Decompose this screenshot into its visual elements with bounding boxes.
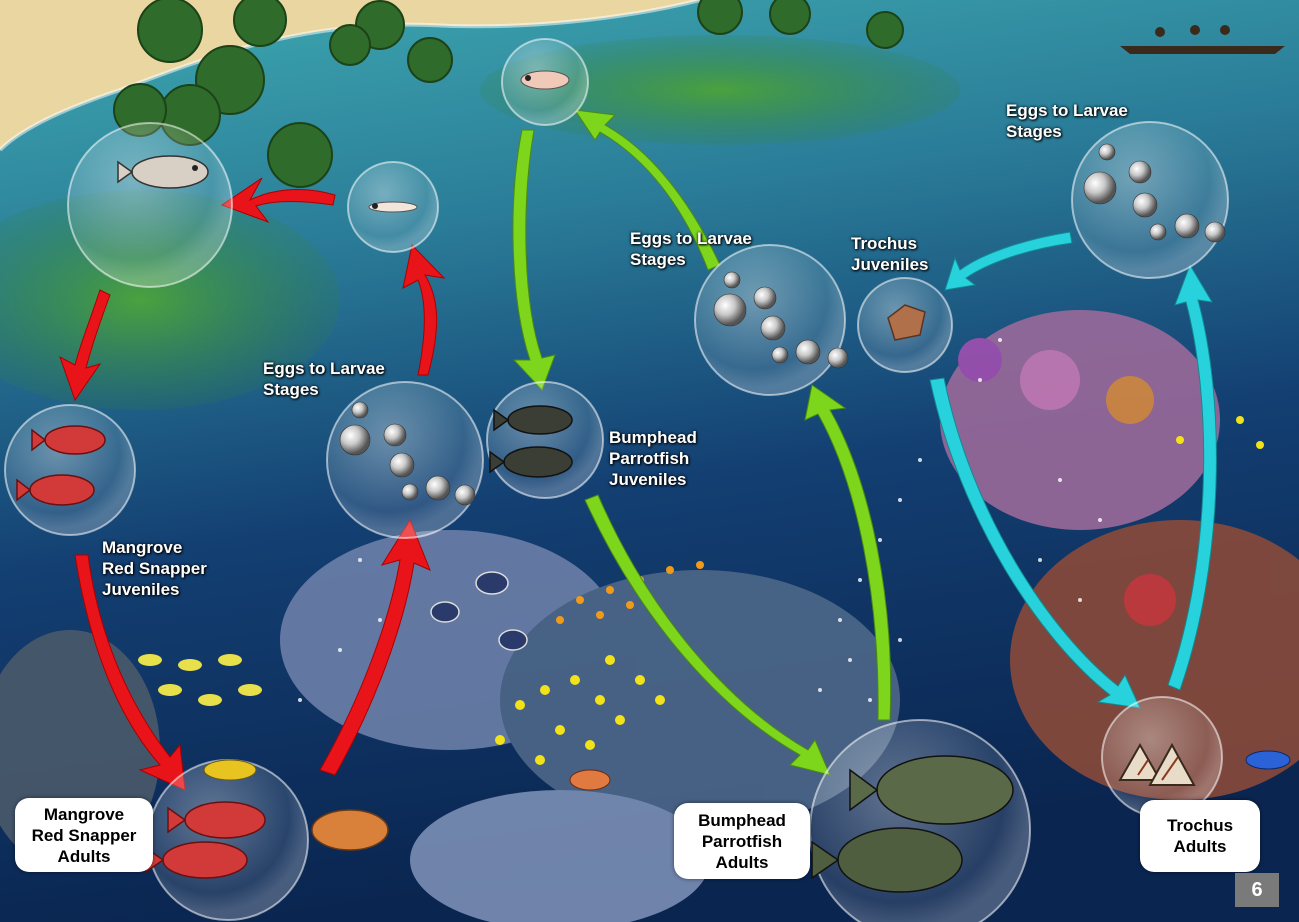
- parrot-juveniles-circle: [486, 381, 604, 499]
- trochus-shell-icon: [1118, 742, 1196, 786]
- fish-school-striped: [138, 654, 262, 706]
- trochus-eggs-label-line: Stages: [1006, 122, 1062, 141]
- snapper-adults-circle: [147, 759, 309, 921]
- snapper-arrow-adults-to-eggs: [319, 518, 431, 776]
- trochus-juveniles-label-line: Trochus: [851, 234, 918, 253]
- snapper-eggs-label-line: Eggs to Larvae: [263, 359, 385, 378]
- page-number: 6: [1235, 873, 1279, 907]
- snapper-juveniles-label: Mangrove Red Snapper Juveniles: [102, 537, 207, 600]
- snapper-cycle-arrows: [59, 177, 446, 791]
- parrot-adults-box: Bumphead Parrotfish Adults: [674, 803, 810, 879]
- trochus-adults-circle: [1101, 696, 1223, 818]
- snapper-juveniles-label-line: Red Snapper: [102, 559, 207, 578]
- snapper-adults-box-line: Red Snapper: [31, 825, 137, 845]
- trochus-adults-box-line: Trochus: [1166, 816, 1234, 835]
- parrotfish-icon: [489, 405, 1014, 893]
- snapper-juveniles-label-line: Juveniles: [102, 580, 180, 599]
- parrot-arrow-larva-to-juveniles: [512, 129, 556, 391]
- snapper-adults-box: Mangrove Red Snapper Adults: [15, 798, 153, 872]
- snapper-icon: [117, 155, 209, 189]
- snapper-arrow-mangrove-to-juveniles: [59, 289, 111, 402]
- reef-fish-icons: [203, 571, 1291, 851]
- trochus-juveniles-label: Trochus Juveniles: [851, 233, 929, 275]
- parrot-adults-box-line: Adults: [715, 852, 769, 872]
- larval-fish-icon: [368, 70, 570, 213]
- parrot-adults-box-line: Bumphead: [698, 810, 786, 830]
- parrot-juveniles-label-line: Juveniles: [609, 470, 687, 489]
- trochus-adults-box-line: Adults: [1173, 837, 1227, 856]
- mangrove-trees: [113, 0, 904, 188]
- snapper-mangrove-juvenile-circle: [67, 122, 233, 288]
- trochus-arrow-juveniles-to-adults: [929, 377, 1141, 709]
- parrot-juveniles-label-line: Bumphead: [609, 428, 697, 447]
- red-snapper-icon: [16, 425, 266, 879]
- parrot-eggs-label-line: Eggs to Larvae: [630, 229, 752, 248]
- snapper-adults-box-line: Adults: [57, 846, 111, 866]
- parrot-eggs-label-line: Stages: [630, 250, 686, 269]
- parrot-eggs-label: Eggs to Larvae Stages: [630, 228, 752, 270]
- shell-icon: [887, 304, 926, 341]
- parrot-adults-box-line: Parrotfish: [701, 831, 783, 851]
- egg-icon: [339, 143, 1226, 506]
- trochus-arrow-eggs-to-juveniles: [944, 231, 1073, 291]
- snapper-juveniles-circle: [4, 404, 136, 536]
- parrot-arrow-juveniles-to-adults: [584, 494, 831, 776]
- snapper-adults-box-line: Mangrove: [43, 804, 125, 824]
- parrot-arrow-eggs-to-larva: [573, 109, 721, 271]
- trochus-juveniles-label-line: Juveniles: [851, 255, 929, 274]
- spawn-spray: [298, 338, 1102, 702]
- snapper-juveniles-label-line: Mangrove: [102, 538, 183, 557]
- parrot-juveniles-label-line: Parrotfish: [609, 449, 690, 468]
- parrot-arrow-adults-to-eggs: [804, 384, 892, 721]
- trochus-eggs-label: Eggs to Larvae Stages: [1006, 100, 1128, 142]
- shore-edge: [0, 0, 701, 152]
- parrot-cycle-arrows: [512, 109, 892, 776]
- snapper-eggs-label-line: Stages: [263, 380, 319, 399]
- canoe-icon: [1120, 25, 1285, 54]
- trochus-adults-box: Trochus Adults: [1140, 800, 1260, 872]
- parrot-juveniles-label: Bumphead Parrotfish Juveniles: [609, 427, 697, 490]
- trochus-eggs-label-line: Eggs to Larvae: [1006, 101, 1128, 120]
- snapper-eggs-label: Eggs to Larvae Stages: [263, 358, 385, 400]
